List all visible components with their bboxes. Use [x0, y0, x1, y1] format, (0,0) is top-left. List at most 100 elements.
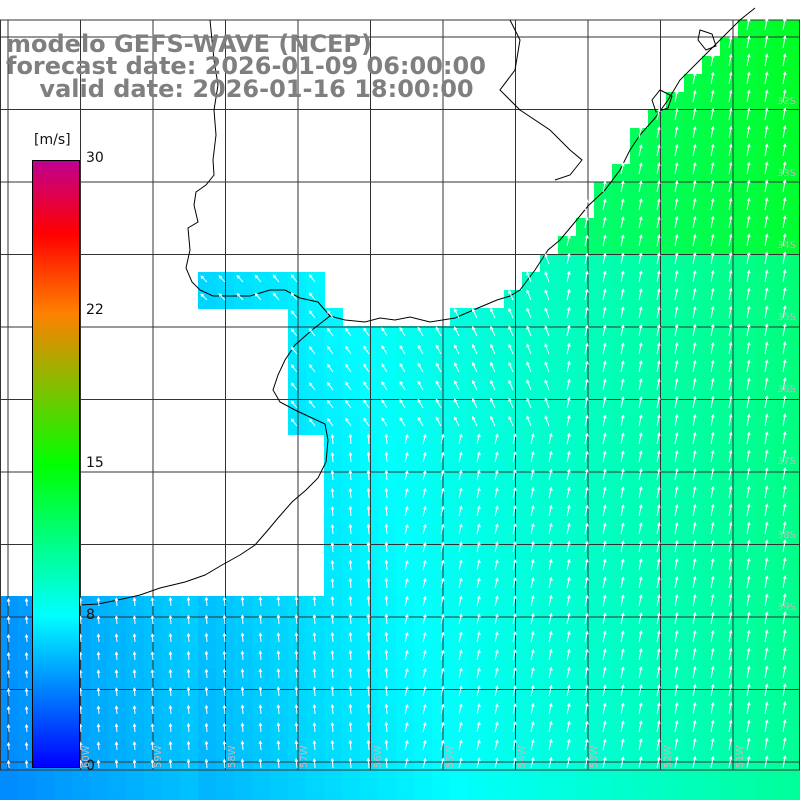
wind-vector-arrow: [440, 703, 445, 715]
wind-vector-arrow: [656, 594, 661, 607]
wind-vector-arrow: [512, 631, 517, 643]
wind-vector-arrow: [453, 362, 460, 373]
wind-vector-arrow: [366, 541, 371, 553]
wind-vector-arrow: [746, 377, 751, 391]
wind-vector-arrow: [258, 686, 263, 697]
wind-vector-arrow: [692, 251, 697, 265]
wind-vector-arrow: [476, 487, 481, 499]
wind-vector-arrow: [674, 737, 679, 751]
wind-speed-cell: [342, 344, 361, 363]
wind-speed-cell: [432, 398, 451, 417]
wind-vector-arrow: [746, 125, 751, 139]
wind-vector-arrow: [620, 594, 625, 607]
wind-speed-cell: [324, 506, 343, 525]
wind-vector-arrow: [746, 179, 751, 193]
wind-vector-arrow: [512, 703, 517, 715]
wind-vector-arrow: [508, 361, 514, 373]
wind-vector-arrow: [404, 757, 409, 769]
wind-vector-arrow: [782, 359, 787, 373]
wind-vector-arrow: [566, 648, 571, 661]
wind-speed-cell: [162, 632, 181, 651]
wind-vector-arrow: [620, 378, 625, 391]
wind-vector-arrow: [638, 378, 643, 391]
wind-speed-cell: [522, 290, 541, 309]
wind-speed-cell: [792, 506, 800, 525]
wind-speed-cell: [378, 614, 397, 633]
wind-speed-cell: [666, 794, 685, 800]
wind-vector-arrow: [674, 665, 679, 679]
wind-speed-cell: [234, 614, 253, 633]
wind-vector-arrow: [330, 757, 335, 769]
wind-speed-cell: [792, 596, 800, 615]
wind-vector-arrow: [782, 593, 787, 607]
wind-vector-arrow: [440, 451, 445, 463]
wind-vector-arrow: [381, 363, 388, 373]
wind-speed-cell: [342, 542, 361, 561]
wind-vector-arrow: [692, 719, 697, 733]
longitude-label: 53W: [589, 745, 600, 768]
wind-speed-cell: [378, 416, 397, 435]
wind-vector-arrow: [602, 540, 607, 553]
wind-vector-arrow: [150, 615, 155, 625]
wind-vector-arrow: [710, 287, 715, 301]
wind-speed-cell: [234, 686, 253, 705]
wind-vector-arrow: [602, 360, 607, 373]
wind-vector-arrow: [399, 416, 406, 427]
wind-speed-cell: [180, 614, 199, 633]
wind-vector-arrow: [764, 413, 769, 427]
wind-vector-arrow: [168, 668, 173, 679]
wind-speed-cell: [432, 362, 451, 381]
wind-vector-arrow: [476, 667, 481, 679]
wind-vector-arrow: [114, 705, 119, 715]
wind-speed-cell: [522, 776, 541, 795]
wind-vector-arrow: [656, 522, 661, 535]
wind-speed-cell: [342, 380, 361, 399]
wind-vector-arrow: [710, 125, 715, 139]
wind-speed-cell: [540, 416, 559, 435]
wind-speed-cell: [594, 794, 613, 800]
wind-vector-arrow: [782, 539, 787, 553]
wind-vector-arrow: [602, 738, 607, 751]
wind-vector-arrow: [674, 179, 679, 193]
wind-speed-cell: [792, 200, 800, 219]
wind-vector-arrow: [276, 596, 281, 607]
wind-vector-arrow: [638, 666, 643, 679]
wind-vector-arrow: [764, 557, 769, 571]
wind-speed-cell: [378, 470, 397, 489]
wind-vector-arrow: [746, 143, 751, 157]
wind-vector-arrow: [290, 310, 298, 319]
wind-vector-arrow: [674, 359, 679, 373]
wind-speed-cell: [522, 362, 541, 381]
wind-vector-arrow: [782, 395, 787, 409]
wind-vector-arrow: [240, 704, 245, 715]
wind-vector-arrow: [584, 198, 589, 211]
wind-vector-arrow: [276, 722, 281, 733]
wind-vector-arrow: [782, 341, 787, 355]
wind-vector-arrow: [710, 197, 715, 211]
wind-speed-cell: [252, 722, 271, 741]
wind-vector-arrow: [422, 487, 427, 499]
wind-vector-arrow: [476, 577, 481, 589]
wind-vector-arrow: [526, 289, 532, 301]
wind-vector-arrow: [348, 595, 353, 607]
wind-speed-cell: [792, 452, 800, 471]
wind-vector-arrow: [602, 216, 607, 229]
wind-vector-arrow: [656, 252, 661, 265]
wind-vector-arrow: [638, 612, 643, 625]
wind-vector-arrow: [656, 108, 661, 121]
wind-vector-arrow: [782, 251, 787, 265]
wind-speed-cell: [774, 776, 793, 795]
wind-vector-arrow: [746, 35, 751, 49]
wind-vector-arrow: [384, 631, 389, 643]
latitude-label: 33S: [776, 168, 796, 179]
wind-vector-arrow: [348, 469, 353, 481]
wind-speed-cell: [558, 794, 577, 800]
wind-vector-arrow: [544, 379, 550, 391]
wind-vector-arrow: [674, 503, 679, 517]
wind-vector-arrow: [345, 327, 352, 337]
wind-vector-arrow: [656, 306, 661, 319]
wind-vector-arrow: [345, 381, 352, 391]
wind-vector-arrow: [150, 723, 155, 733]
wind-speed-cell: [54, 776, 73, 795]
wind-vector-arrow: [150, 669, 155, 679]
